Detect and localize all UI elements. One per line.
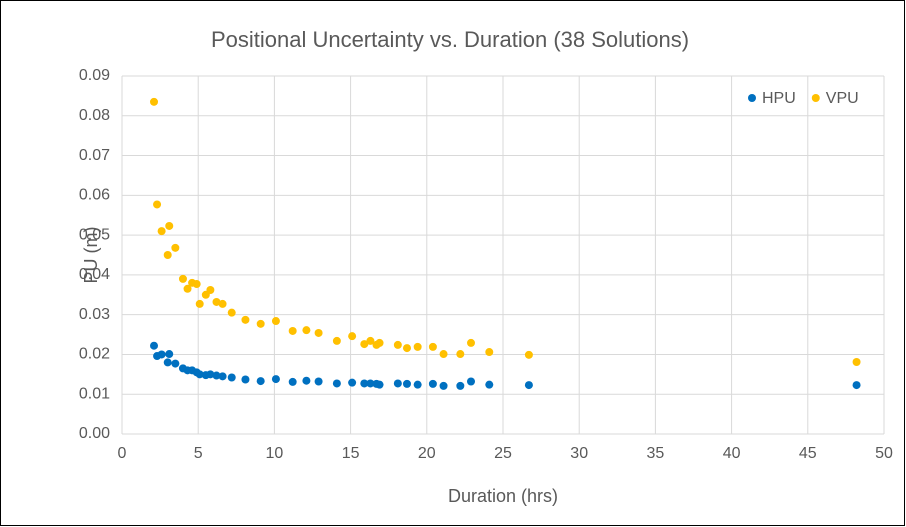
data-point	[218, 299, 227, 308]
data-point	[485, 348, 494, 357]
x-tick-label: 5	[194, 445, 203, 462]
data-point	[212, 297, 221, 306]
data-point	[348, 332, 357, 341]
y-tick-label: 0.04	[79, 266, 110, 283]
data-point	[227, 308, 236, 317]
data-point	[195, 370, 204, 379]
data-point	[178, 274, 187, 283]
data-point	[852, 381, 861, 390]
x-tick-label: 15	[342, 445, 360, 462]
y-tick-label: 0.03	[79, 306, 110, 323]
x-tick-label: 30	[570, 445, 588, 462]
data-point	[428, 379, 437, 388]
data-point	[165, 350, 174, 359]
data-point	[456, 350, 465, 359]
data-point	[157, 227, 166, 236]
y-tick-label: 0.07	[79, 147, 110, 164]
data-point	[165, 221, 174, 230]
legend-marker	[748, 94, 756, 102]
data-point	[157, 350, 166, 359]
y-tick-label: 0.09	[79, 67, 110, 84]
data-point	[171, 243, 180, 252]
x-tick-label: 40	[723, 445, 741, 462]
data-point	[413, 342, 422, 351]
data-point	[456, 381, 465, 390]
data-point	[393, 379, 402, 388]
x-tick-label: 25	[494, 445, 512, 462]
data-point	[150, 97, 159, 106]
data-point	[218, 372, 227, 381]
data-point	[241, 375, 250, 384]
y-tick-label: 0.06	[79, 187, 110, 204]
y-tick-label: 0.00	[79, 425, 110, 442]
legend-marker	[811, 94, 820, 102]
data-point	[852, 358, 861, 367]
data-point	[271, 317, 280, 326]
data-point	[206, 370, 215, 379]
data-point	[227, 373, 236, 382]
data-point	[375, 380, 384, 389]
data-point	[524, 350, 533, 359]
legend-label: VPU	[826, 90, 859, 107]
data-point	[192, 280, 201, 289]
data-point	[366, 336, 375, 345]
data-point	[413, 380, 422, 389]
y-tick-label: 0.08	[79, 107, 110, 124]
data-point	[366, 379, 375, 388]
data-point	[439, 381, 448, 390]
data-point	[288, 377, 297, 386]
legend-label: HPU	[762, 90, 796, 107]
x-tick-label: 0	[118, 445, 127, 462]
data-point	[314, 377, 323, 386]
x-tick-label: 45	[799, 445, 817, 462]
data-point	[241, 315, 250, 324]
data-point	[314, 328, 323, 337]
data-point	[402, 344, 411, 353]
data-point	[393, 340, 402, 349]
y-tick-label: 0.01	[79, 385, 110, 402]
x-tick-label: 20	[418, 445, 436, 462]
data-point	[332, 336, 341, 345]
data-point	[171, 359, 180, 368]
y-tick-label: 0.05	[79, 226, 110, 243]
data-point	[153, 200, 162, 209]
data-point	[485, 380, 494, 389]
data-point	[271, 375, 280, 384]
x-tick-label: 50	[875, 445, 893, 462]
data-point	[360, 340, 369, 349]
data-point	[288, 326, 297, 335]
x-tick-label: 35	[647, 445, 665, 462]
data-point	[150, 341, 159, 350]
data-point	[206, 286, 215, 295]
data-point	[302, 376, 311, 385]
data-point	[256, 377, 265, 386]
y-tick-label: 0.02	[79, 346, 110, 363]
data-point	[428, 342, 437, 351]
data-point	[302, 326, 311, 335]
data-point	[195, 299, 204, 308]
data-point	[163, 251, 172, 259]
data-point	[212, 371, 221, 380]
data-point	[183, 284, 192, 293]
data-point	[439, 350, 448, 359]
x-axis-label: Duration (hrs)	[448, 486, 558, 506]
data-point	[348, 378, 357, 387]
chart-title: Positional Uncertainty vs. Duration (38 …	[211, 27, 689, 52]
data-point	[402, 379, 411, 388]
data-point	[524, 381, 533, 390]
data-point	[163, 358, 172, 367]
data-point	[466, 338, 475, 347]
x-tick-label: 10	[266, 445, 284, 462]
data-point	[466, 377, 475, 386]
data-point	[256, 319, 265, 328]
y-axis-label: PU (m)	[81, 227, 101, 284]
data-point	[360, 379, 369, 388]
data-point	[332, 379, 341, 388]
data-point	[375, 338, 384, 347]
